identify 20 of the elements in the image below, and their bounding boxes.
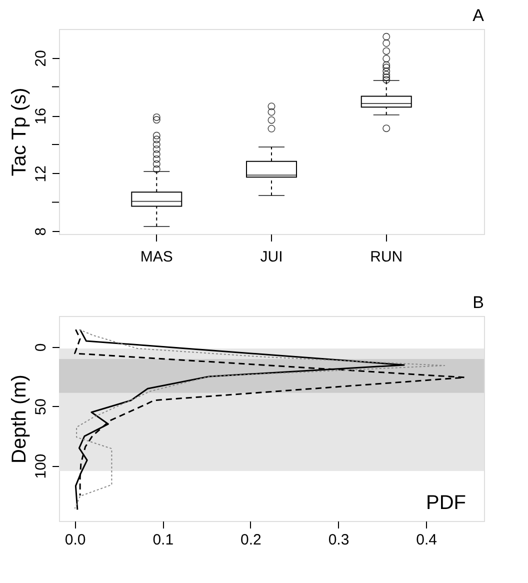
x-tick-label: 0.4 — [416, 532, 437, 548]
y-tick-label: 20 — [32, 50, 50, 67]
x-tick-label: 0.1 — [152, 532, 174, 548]
x-tick-label: MAS — [140, 248, 173, 266]
y-tick-label: 100 — [32, 454, 50, 479]
chart-title: B — [472, 293, 484, 312]
y-tick-label: 16 — [32, 108, 50, 124]
y-tick-label: 8 — [32, 227, 50, 236]
annotation: PDF — [426, 492, 466, 514]
x-tick-label: 0.3 — [328, 532, 350, 548]
y-axis-title: Depth (m) — [8, 374, 30, 464]
x-tick-label: 0.0 — [64, 532, 86, 548]
y-tick-label: 12 — [32, 166, 50, 182]
x-tick-label: JUI — [260, 248, 283, 266]
x-tick-label: 0.2 — [240, 532, 262, 548]
y-tick-label: 50 — [32, 398, 50, 416]
y-axis-title: Tac Tp (s) — [8, 88, 30, 176]
x-tick-label: RUN — [370, 248, 403, 266]
y-tick-label: 0 — [32, 343, 50, 352]
chart-title: A — [472, 6, 485, 25]
